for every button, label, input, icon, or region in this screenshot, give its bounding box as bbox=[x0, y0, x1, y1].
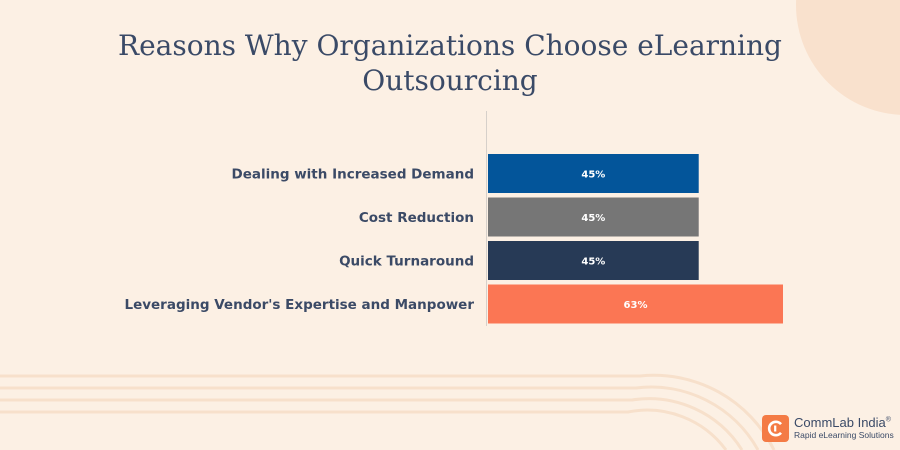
value-label-cost-reduction: 45% bbox=[581, 213, 605, 224]
logo-icon bbox=[762, 414, 789, 442]
value-label-quick-turnaround: 45% bbox=[581, 257, 605, 268]
brand-logo: CommLab India® Rapid eLearning Solutions bbox=[762, 413, 894, 443]
logo-tagline: Rapid eLearning Solutions bbox=[794, 430, 894, 441]
value-label-leveraging-vendor-s-expertise-and-manpower: 63% bbox=[624, 300, 648, 311]
chart-title: Reasons Why Organizations Choose eLearni… bbox=[118, 29, 782, 97]
category-label-dealing-with-increased-demand: Dealing with Increased Demand bbox=[232, 167, 475, 183]
category-label-leveraging-vendor-s-expertise-and-manpower: Leveraging Vendor's Expertise and Manpow… bbox=[124, 297, 474, 313]
logo-name: CommLab India® bbox=[794, 415, 891, 431]
bar-dealing-with-increased-demand bbox=[488, 154, 699, 193]
bar-leveraging-vendor-s-expertise-and-manpower bbox=[488, 284, 783, 324]
bar-cost-reduction bbox=[488, 197, 699, 237]
category-label-quick-turnaround: Quick Turnaround bbox=[339, 254, 474, 270]
category-label-cost-reduction: Cost Reduction bbox=[359, 210, 474, 226]
bars-group: Dealing with Increased Demand 45% Cost Red… bbox=[124, 154, 783, 324]
logo-text: CommLab India® Rapid eLearning Solutions bbox=[794, 416, 894, 440]
bar-quick-turnaround bbox=[488, 241, 699, 280]
value-label-dealing-with-increased-demand: 45% bbox=[581, 170, 605, 181]
